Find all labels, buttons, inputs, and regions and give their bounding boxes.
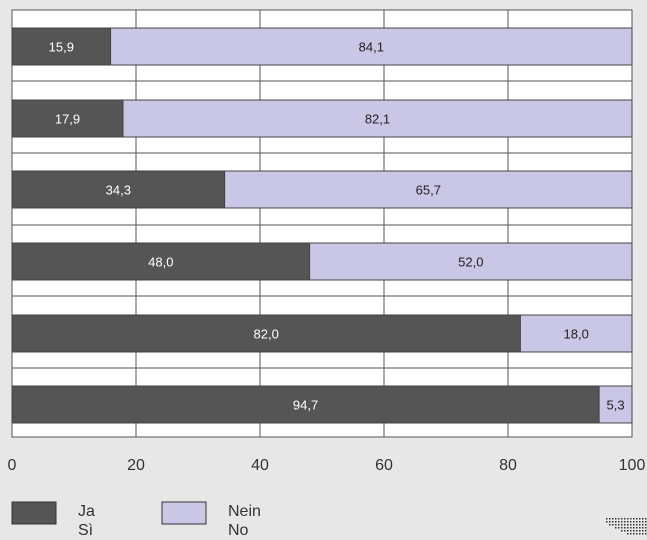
x-tick-label: 0 — [8, 457, 17, 474]
legend-label: Nein — [228, 503, 261, 520]
data-label-nein: 65,7 — [416, 183, 441, 198]
data-label-ja: 82,0 — [254, 327, 279, 342]
legend-label: Ja — [78, 503, 95, 520]
legend-label-secondary: Sì — [78, 522, 93, 535]
x-tick-label: 100 — [619, 457, 646, 474]
legend-label-secondary: No — [228, 522, 249, 535]
legend-swatch — [12, 502, 56, 524]
x-tick-label: 20 — [127, 457, 145, 474]
data-label-nein: 18,0 — [564, 327, 589, 342]
plot-area — [12, 10, 632, 437]
data-label-nein: 82,1 — [365, 112, 390, 127]
x-tick-label: 60 — [375, 457, 393, 474]
data-label-nein: 52,0 — [458, 255, 483, 270]
corner-dot-pattern — [606, 518, 647, 535]
data-label-ja: 48,0 — [148, 255, 173, 270]
data-label-ja: 94,7 — [293, 398, 318, 413]
x-tick-label: 40 — [251, 457, 269, 474]
data-label-ja: 17,9 — [55, 112, 80, 127]
data-label-ja: 34,3 — [106, 183, 131, 198]
data-label-nein: 84,1 — [359, 40, 384, 55]
data-label-ja: 15,9 — [49, 40, 74, 55]
legend-swatch — [162, 502, 206, 524]
data-label-nein: 5,3 — [607, 398, 625, 413]
x-tick-label: 80 — [499, 457, 517, 474]
